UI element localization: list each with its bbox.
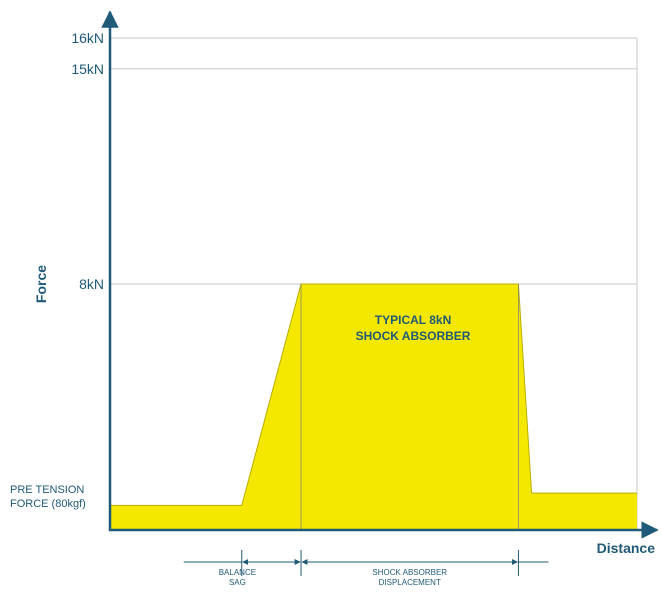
y-axis-title: Force xyxy=(33,265,49,303)
x-axis-title: Distance xyxy=(597,540,656,556)
shock-absorber-annotation-line-1: TYPICAL 8kN xyxy=(375,313,451,327)
dimension-label-0-0: BALANCE xyxy=(219,568,256,577)
y-tick-label-0: 16kN xyxy=(71,30,104,46)
shock-absorber-annotation-line-2: SHOCK ABSORBER xyxy=(356,329,471,343)
dimension-label-0-1: SAG xyxy=(229,578,246,587)
force-area xyxy=(110,284,637,530)
y-tick-label-2: 8kN xyxy=(79,276,104,292)
pre-tension-label-line-1: PRE TENSION xyxy=(10,484,84,496)
dimension-label-1-0: SHOCK ABSORBER xyxy=(372,568,447,577)
y-tick-label-1: 15kN xyxy=(71,61,104,77)
dimension-label-1-1: DISPLACEMENT xyxy=(379,578,441,587)
pre-tension-label-line-2: FORCE (80kgf) xyxy=(10,498,86,510)
